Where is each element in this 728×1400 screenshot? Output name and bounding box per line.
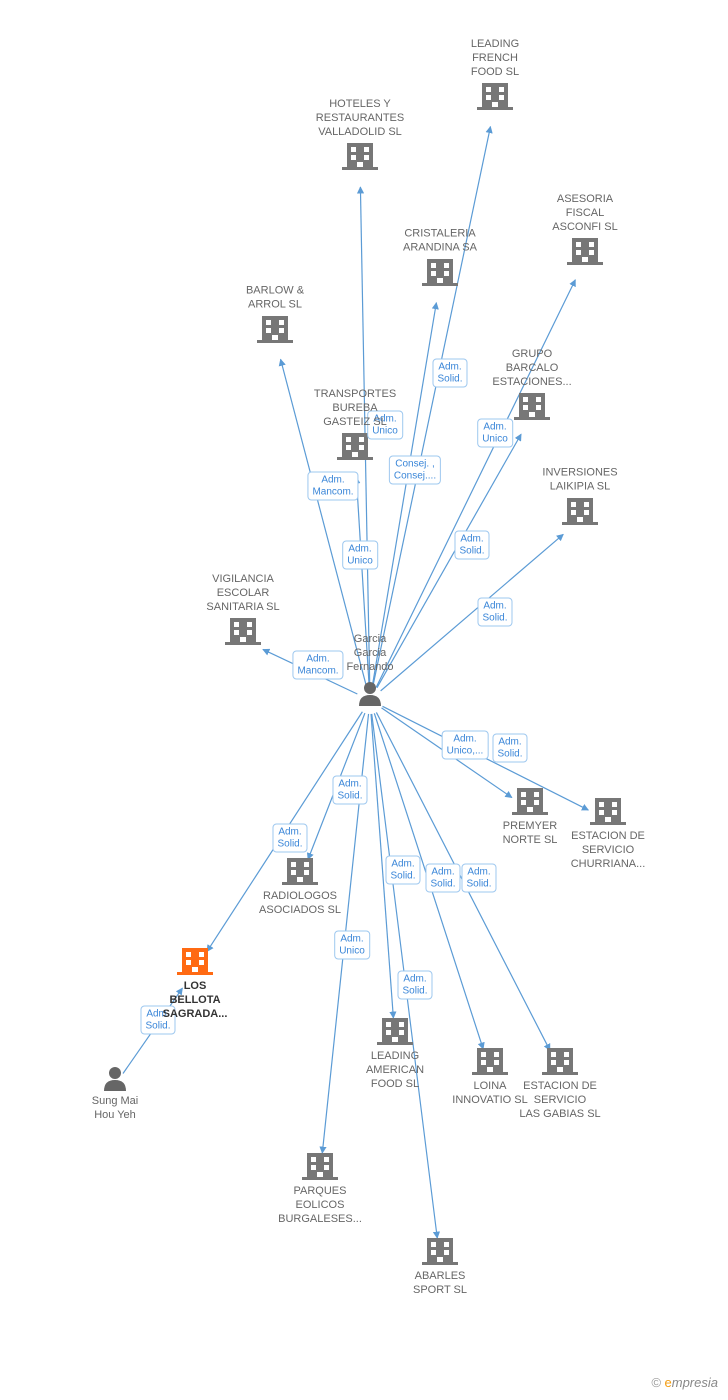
network-canvas bbox=[0, 0, 728, 1400]
node-label[interactable]: HOTELES Y RESTAURANTES VALLADOLID SL bbox=[316, 98, 404, 139]
building-icon[interactable] bbox=[512, 788, 548, 815]
building-icon[interactable] bbox=[302, 1153, 338, 1180]
edge-label: Adm. Solid. bbox=[477, 598, 512, 627]
edge-label: Adm. Solid. bbox=[397, 971, 432, 1000]
edge-label: Adm. Solid. bbox=[332, 776, 367, 805]
node-label[interactable]: BARLOW & ARROL SL bbox=[246, 285, 304, 313]
brand-rest: mpresia bbox=[672, 1375, 718, 1390]
edge-label: Adm. Solid. bbox=[454, 531, 489, 560]
edge-label: Adm. Mancom. bbox=[307, 472, 358, 501]
node-label[interactable]: CRISTALERIA ARANDINA SA bbox=[403, 228, 477, 256]
edge-label: Adm. Unico,... bbox=[442, 731, 489, 760]
node-label[interactable]: ASESORIA FISCAL ASCONFI SL bbox=[552, 193, 617, 234]
node-label[interactable]: LOINA INNOVATIO SL bbox=[452, 1080, 527, 1108]
building-icon[interactable] bbox=[422, 1238, 458, 1265]
watermark: © empresia bbox=[651, 1375, 718, 1390]
building-icon[interactable] bbox=[562, 498, 598, 525]
building-icon[interactable] bbox=[477, 83, 513, 110]
node-label[interactable]: LEADING AMERICAN FOOD SL bbox=[366, 1050, 424, 1091]
building-icon[interactable] bbox=[177, 948, 213, 975]
node-label[interactable]: LEADING FRENCH FOOD SL bbox=[471, 38, 519, 79]
building-icon[interactable] bbox=[282, 858, 318, 885]
edge-label: Adm. Unico bbox=[342, 541, 378, 570]
edge-label: Adm. Solid. bbox=[432, 359, 467, 388]
edge-label: Adm. Solid. bbox=[492, 734, 527, 763]
edge-label: Adm. Mancom. bbox=[292, 651, 343, 680]
edge-label: Adm. Solid. bbox=[425, 864, 460, 893]
node-label[interactable]: ESTACION DE SERVICIO LAS GABIAS SL bbox=[519, 1080, 600, 1121]
building-icon[interactable] bbox=[257, 316, 293, 343]
building-icon[interactable] bbox=[377, 1018, 413, 1045]
edge-label: Consej. , Consej.... bbox=[389, 456, 441, 485]
building-icon[interactable] bbox=[472, 1048, 508, 1075]
building-icon[interactable] bbox=[542, 1048, 578, 1075]
person-icon[interactable] bbox=[104, 1067, 126, 1091]
building-icon[interactable] bbox=[590, 798, 626, 825]
building-icon[interactable] bbox=[225, 618, 261, 645]
node-label[interactable]: PREMYER NORTE SL bbox=[503, 820, 558, 848]
node-label[interactable]: Garcia Garcia Fernando bbox=[346, 633, 393, 674]
node-label[interactable]: TRANSPORTES BUREBA GASTEIZ SL bbox=[314, 388, 396, 429]
edge-label: Adm. Unico bbox=[477, 419, 513, 448]
node-label[interactable]: LOS BELLOTA SAGRADA... bbox=[163, 980, 228, 1021]
copyright-symbol: © bbox=[651, 1375, 661, 1390]
node-label[interactable]: VIGILANCIA ESCOLAR SANITARIA SL bbox=[206, 573, 279, 614]
building-icon[interactable] bbox=[567, 238, 603, 265]
node-label[interactable]: INVERSIONES LAIKIPIA SL bbox=[542, 467, 617, 495]
node-label[interactable]: PARQUES EOLICOS BURGALESES... bbox=[278, 1185, 362, 1226]
edge-label: Adm. Solid. bbox=[385, 856, 420, 885]
node-label[interactable]: Sung Mai Hou Yeh bbox=[92, 1095, 138, 1123]
edge-label: Adm. Solid. bbox=[461, 864, 496, 893]
edge-label: Adm. Unico bbox=[334, 931, 370, 960]
building-icon[interactable] bbox=[422, 259, 458, 286]
node-label[interactable]: GRUPO BARCALO ESTACIONES... bbox=[492, 348, 571, 389]
node-label[interactable]: ABARLES SPORT SL bbox=[413, 1270, 467, 1298]
brand-first-letter: e bbox=[665, 1375, 672, 1390]
building-icon[interactable] bbox=[514, 393, 550, 420]
node-label[interactable]: ESTACION DE SERVICIO CHURRIANA... bbox=[571, 830, 646, 871]
building-icon[interactable] bbox=[342, 143, 378, 170]
node-label[interactable]: RADIOLOGOS ASOCIADOS SL bbox=[259, 890, 341, 918]
edge-label: Adm. Solid. bbox=[272, 824, 307, 853]
